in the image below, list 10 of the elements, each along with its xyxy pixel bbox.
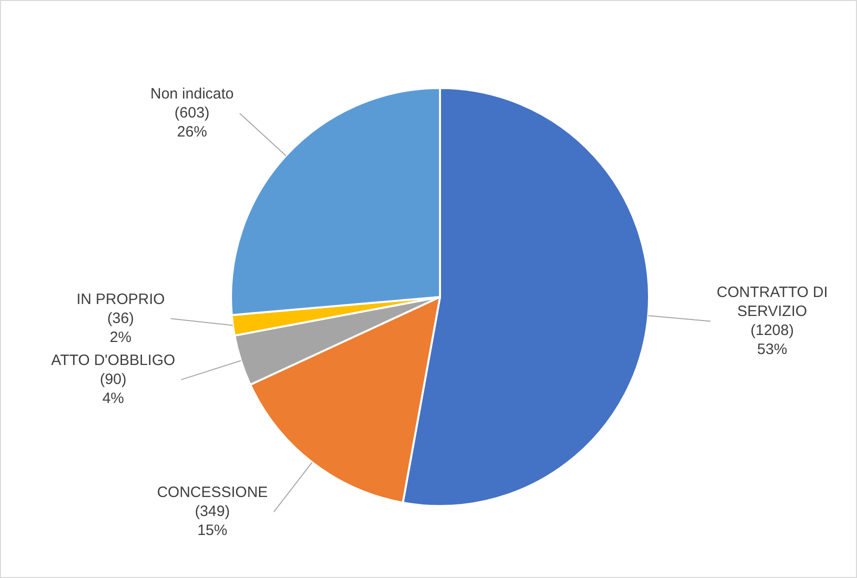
data-label: (603) 26% [174, 104, 210, 141]
data-label: (1208) 53% [750, 322, 794, 358]
slice-label: Non indicato [150, 86, 234, 103]
data-label: (90) 4% [100, 370, 127, 407]
slice-label: ATTO D'OBBLIGO [51, 352, 176, 369]
data-label: (349) 15% [194, 503, 230, 540]
slice-label: IN PROPRIO [76, 290, 165, 308]
slice-label: CONCESSIONE [156, 484, 268, 502]
slice-label: CONTRATTO DI SERVIZIO [716, 284, 828, 320]
data-label: (36) 2% [107, 310, 134, 346]
